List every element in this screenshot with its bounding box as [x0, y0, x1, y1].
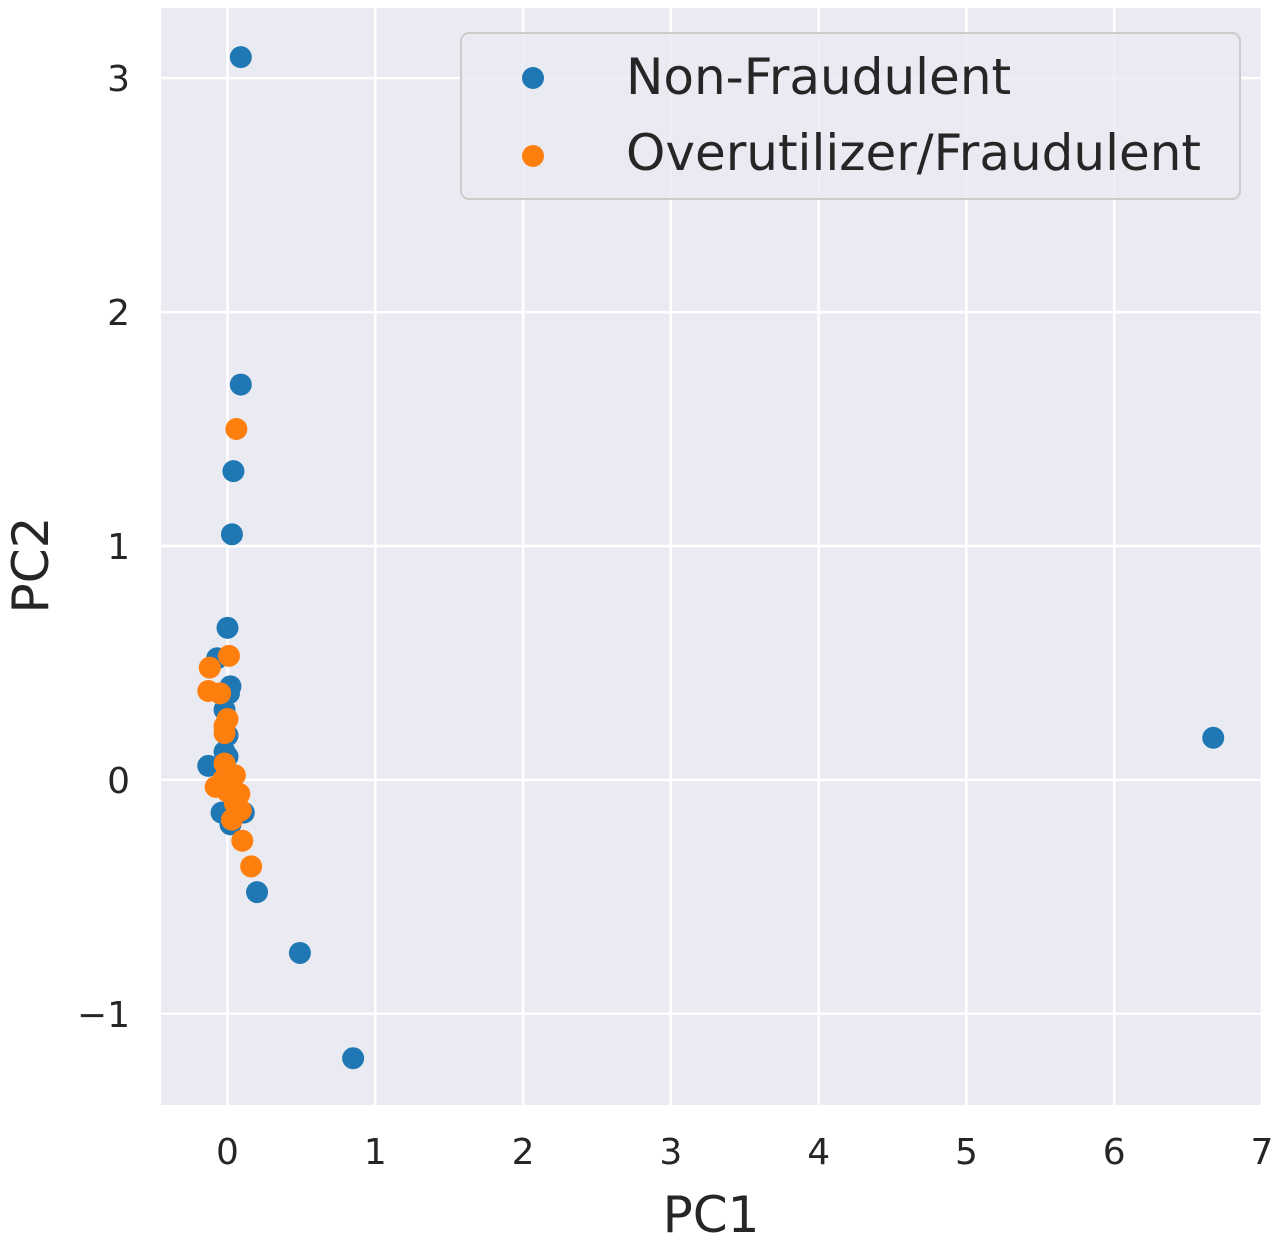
y-tick-label: 2 [107, 293, 130, 334]
y-tick-labels: −1 0 1 2 3 [77, 59, 130, 1036]
x-tick-label: 5 [955, 1132, 978, 1173]
data-point [229, 46, 252, 69]
data-point [209, 682, 232, 705]
legend-label-non-fraudulent: Non-Fraudulent [626, 48, 1011, 106]
data-point [198, 656, 221, 679]
data-point [197, 754, 220, 777]
y-tick-label: −1 [77, 995, 130, 1036]
y-tick-label: 0 [107, 761, 130, 802]
legend-box [460, 32, 1241, 200]
x-axis-label: PC1 [663, 1186, 760, 1242]
legend-marker-overutilizer-fraudulent [522, 145, 544, 167]
data-points [197, 46, 1225, 1070]
legend-marker-non-fraudulent [522, 67, 544, 89]
x-tick-label: 7 [1251, 1132, 1274, 1173]
data-point [222, 460, 245, 483]
data-point [217, 644, 240, 667]
x-tick-label: 3 [659, 1132, 682, 1173]
data-point [288, 941, 311, 964]
y-tick-label: 1 [107, 527, 130, 568]
data-point [246, 881, 269, 904]
series-overutilizer-fraudulent [197, 418, 263, 878]
data-point [220, 808, 243, 831]
data-point [1202, 726, 1225, 749]
data-point [225, 418, 248, 441]
x-tick-label: 6 [1103, 1132, 1126, 1173]
data-point [213, 722, 236, 745]
x-tick-label: 2 [512, 1132, 535, 1173]
data-point [220, 523, 243, 546]
data-point [240, 855, 263, 878]
x-tick-label: 1 [364, 1132, 387, 1173]
data-point [231, 829, 254, 852]
x-tick-label: 4 [807, 1132, 830, 1173]
legend-label-overutilizer-fraudulent: Overutilizer/Fraudulent [626, 124, 1201, 182]
legend: Non-Fraudulent Overutilizer/Fraudulent [460, 32, 1241, 200]
y-axis-label: PC2 [2, 517, 60, 614]
y-tick-label: 3 [107, 59, 130, 100]
x-tick-labels: 0 1 2 3 4 5 6 7 [216, 1132, 1273, 1173]
data-point [342, 1047, 365, 1070]
data-point [229, 373, 252, 396]
x-tick-label: 0 [216, 1132, 239, 1173]
data-point [216, 616, 239, 639]
